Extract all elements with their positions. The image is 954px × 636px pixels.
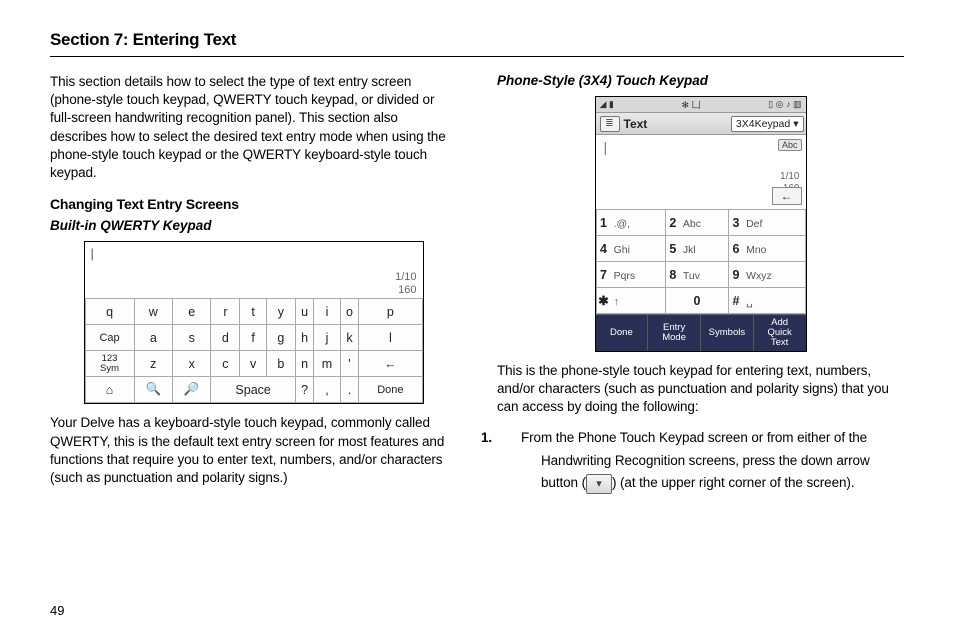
key-search-icon[interactable]: 🔍 xyxy=(134,377,172,403)
key-h[interactable]: h xyxy=(295,325,313,351)
phone-caption: This is the phone-style touch keypad for… xyxy=(497,362,904,417)
key-question[interactable]: ? xyxy=(295,377,313,403)
key-r[interactable]: r xyxy=(211,299,240,325)
key-g[interactable]: g xyxy=(266,325,295,351)
intro-paragraph: This section details how to select the t… xyxy=(50,73,457,182)
right-column: Phone-Style (3X4) Touch Keypad ◢ ▮ ✻ 凵 ▯… xyxy=(497,73,904,495)
header-title: Text xyxy=(624,117,648,131)
phone-key-grid: 1 .@, 2 Abc 3 Def 4 Ghi 5 Jkl 6 Mno 7 Pq… xyxy=(596,209,806,314)
left-column: This section details how to select the t… xyxy=(50,73,457,495)
qwerty-caption: Your Delve has a keyboard-style touch ke… xyxy=(50,414,457,487)
wifi-off-icon: ✻ 凵 xyxy=(682,98,701,111)
key-space[interactable]: Space xyxy=(211,377,295,403)
key-4[interactable]: 4 Ghi xyxy=(596,236,665,262)
key-y[interactable]: y xyxy=(266,299,295,325)
key-3[interactable]: 3 Def xyxy=(729,210,805,236)
key-backspace[interactable]: ← xyxy=(359,351,422,377)
key-k[interactable]: k xyxy=(340,325,358,351)
symbols-button[interactable]: Symbols xyxy=(701,315,754,351)
battery-icon: ▯ ◎ ♪ ▥ xyxy=(768,99,801,110)
key-5[interactable]: 5 Jkl xyxy=(665,236,728,262)
two-columns: This section details how to select the t… xyxy=(50,73,904,495)
phone-text-area: | Abc 1/10 160 ← xyxy=(596,135,806,209)
key-apostrophe[interactable]: ' xyxy=(340,351,358,377)
entry-mode-button[interactable]: Entry Mode xyxy=(648,315,701,351)
subheading-qwerty: Built-in QWERTY Keypad xyxy=(50,218,457,233)
key-i[interactable]: i xyxy=(314,299,340,325)
key-z[interactable]: z xyxy=(134,351,172,377)
keypad-mode-dropdown[interactable]: 3X4Keypad ▾ xyxy=(731,116,804,132)
step-number: 1. xyxy=(501,427,521,450)
key-8[interactable]: 8 Tuv xyxy=(665,262,728,288)
back-arrow-button[interactable]: ← xyxy=(772,187,802,205)
key-x[interactable]: x xyxy=(173,351,211,377)
key-f[interactable]: f xyxy=(240,325,266,351)
key-c[interactable]: c xyxy=(211,351,240,377)
key-a[interactable]: a xyxy=(134,325,172,351)
add-quick-text-button[interactable]: Add Quick Text xyxy=(754,315,806,351)
page-number: 49 xyxy=(50,603,64,618)
key-q[interactable]: q xyxy=(85,299,134,325)
key-search2-icon[interactable]: 🔎 xyxy=(173,377,211,403)
key-d[interactable]: d xyxy=(211,325,240,351)
step-1: 1.From the Phone Touch Keypad screen or … xyxy=(517,427,904,496)
key-1[interactable]: 1 .@, xyxy=(596,210,665,236)
key-9[interactable]: 9 Wxyz xyxy=(729,262,805,288)
key-j[interactable]: j xyxy=(314,325,340,351)
key-6[interactable]: 6 Mno xyxy=(729,236,805,262)
key-2[interactable]: 2 Abc xyxy=(665,210,728,236)
down-arrow-button-icon: ▾ xyxy=(586,474,612,494)
status-bar: ◢ ▮ ✻ 凵 ▯ ◎ ♪ ▥ xyxy=(596,97,806,113)
key-hash[interactable]: # ␣ xyxy=(729,288,805,314)
key-star[interactable]: ✱ ↑ xyxy=(596,288,665,314)
subheading-changing: Changing Text Entry Screens xyxy=(50,196,457,212)
key-7[interactable]: 7 Pqrs xyxy=(596,262,665,288)
key-comma[interactable]: , xyxy=(314,377,340,403)
phone-3x4-figure: ◢ ▮ ✻ 凵 ▯ ◎ ♪ ▥ ≣ Text 3X4Keypad ▾ | Abc… xyxy=(595,96,807,352)
key-n[interactable]: n xyxy=(295,351,313,377)
screen-header: ≣ Text 3X4Keypad ▾ xyxy=(596,113,806,135)
phone-bottom-bar: Done Entry Mode Symbols Add Quick Text xyxy=(596,314,806,351)
done-button[interactable]: Done xyxy=(596,315,649,351)
key-0[interactable]: 0 xyxy=(665,288,728,314)
key-u[interactable]: u xyxy=(295,299,313,325)
key-v[interactable]: v xyxy=(240,351,266,377)
key-w[interactable]: w xyxy=(134,299,172,325)
key-period[interactable]: . xyxy=(340,377,358,403)
key-cap[interactable]: Cap xyxy=(85,325,134,351)
qwerty-text-area: | 1/10 160 xyxy=(85,242,423,298)
title-rule xyxy=(50,56,904,57)
key-l[interactable]: l xyxy=(359,325,422,351)
key-sym[interactable]: 123 Sym xyxy=(85,351,134,377)
qwerty-figure: | 1/10 160 q w e r t y u i o p xyxy=(84,241,424,404)
signal-icon: ◢ ▮ xyxy=(600,99,614,110)
qwerty-key-grid: q w e r t y u i o p Cap a s d f xyxy=(85,298,423,403)
text-cursor: | xyxy=(604,139,608,155)
menu-icon[interactable]: ≣ xyxy=(600,116,620,132)
abc-badge: Abc xyxy=(778,139,802,151)
key-s[interactable]: s xyxy=(173,325,211,351)
key-e[interactable]: e xyxy=(173,299,211,325)
key-o[interactable]: o xyxy=(340,299,358,325)
key-m[interactable]: m xyxy=(314,351,340,377)
key-p[interactable]: p xyxy=(359,299,422,325)
key-b[interactable]: b xyxy=(266,351,295,377)
key-done[interactable]: Done xyxy=(359,377,422,403)
chevron-down-icon: ▾ xyxy=(793,118,798,130)
key-t[interactable]: t xyxy=(240,299,266,325)
text-cursor: | xyxy=(91,246,94,261)
key-grid-icon[interactable]: ⌂ xyxy=(85,377,134,403)
subheading-3x4: Phone-Style (3X4) Touch Keypad xyxy=(497,73,904,88)
char-counter: 1/10 160 xyxy=(395,271,416,296)
steps-list: 1.From the Phone Touch Keypad screen or … xyxy=(497,427,904,496)
section-title: Section 7: Entering Text xyxy=(50,30,904,50)
